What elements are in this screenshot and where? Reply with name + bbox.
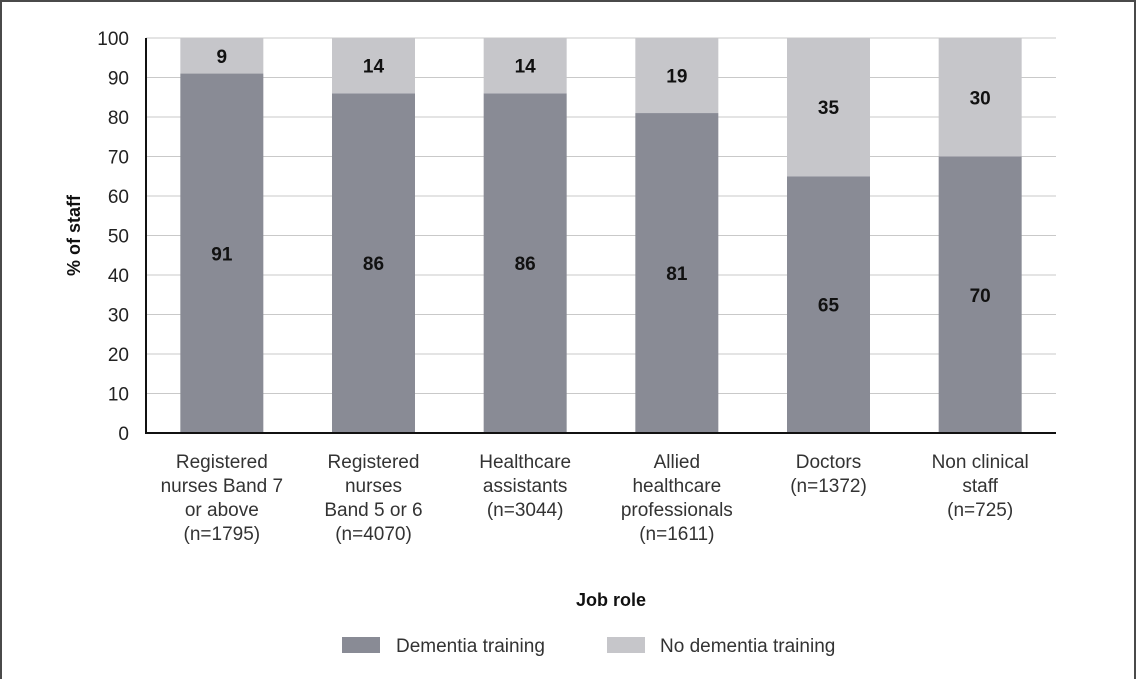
bar-segment-no-dementia-training: [180, 38, 264, 74]
x-category-labels: Registered nurses Band 7 or above (n=1795) R…: [161, 452, 1029, 545]
data-label: 14: [515, 57, 537, 78]
bar-segment-no-dementia-training: [635, 38, 719, 114]
legend-swatch-dementia-training: [342, 637, 380, 653]
y-tick-labels: 0 10 20 30 40 50 60 70 80 90 100: [97, 29, 129, 445]
y-tick-label: 90: [108, 69, 129, 90]
bar-segment-dementia-training: [635, 113, 719, 434]
x-category-label: Registered nurses Band 7 or above (n=1795): [161, 452, 284, 545]
data-label: 86: [515, 254, 536, 275]
y-tick-label: 30: [108, 306, 129, 327]
y-tick-label: 100: [97, 29, 129, 50]
legend-label-no-dementia-training: No dementia training: [660, 636, 835, 657]
x-category-label: Registered nurses Band 5 or 6 (n=4070): [324, 452, 422, 545]
y-tick-label: 0: [118, 424, 129, 445]
legend-label-dementia-training: Dementia training: [396, 636, 545, 657]
data-label: 14: [363, 57, 385, 78]
bar-segment-dementia-training: [787, 176, 870, 433]
data-label: 9: [217, 47, 228, 68]
x-axis-title: Job role: [576, 590, 646, 610]
y-tick-label: 70: [108, 148, 129, 169]
legend-swatch-no-dementia-training: [607, 637, 645, 653]
bar-segment-no-dementia-training: [787, 38, 870, 177]
x-category-label: Non clinical staff (n=725): [932, 452, 1029, 521]
data-label: 30: [970, 88, 991, 109]
data-label: 35: [818, 98, 840, 119]
bar-segment-no-dementia-training: [332, 38, 415, 94]
bar-segment-no-dementia-training: [938, 38, 1022, 157]
y-tick-label: 20: [108, 345, 129, 366]
x-category-label: Doctors (n=1372): [790, 452, 867, 497]
y-tick-label: 80: [108, 108, 129, 129]
data-label: 86: [363, 254, 384, 275]
axes: [145, 38, 1056, 434]
gridlines: [146, 37, 1056, 394]
y-axis-title: % of staff: [64, 194, 84, 276]
data-label: 65: [818, 296, 840, 317]
x-category-label: Healthcare assistants (n=3044): [479, 452, 571, 521]
y-tick-label: 40: [108, 266, 129, 287]
data-label: 91: [211, 244, 233, 265]
x-category-label: Allied healthcare professionals (n=1611): [621, 452, 733, 545]
bars: 91 9 86 14 86 14 81 19 65 35 70 30: [180, 38, 1022, 434]
bar-segment-dementia-training: [180, 73, 264, 434]
y-tick-label: 60: [108, 187, 129, 208]
y-tick-label: 50: [108, 227, 129, 248]
bar-segment-no-dementia-training: [483, 38, 567, 94]
bar-segment-dementia-training: [938, 156, 1022, 433]
data-label: 70: [970, 286, 991, 307]
legend: Dementia training No dementia training: [342, 636, 835, 657]
data-label: 81: [666, 264, 688, 285]
bar-segment-dementia-training: [483, 93, 567, 434]
data-label: 19: [666, 67, 687, 88]
y-tick-label: 10: [108, 385, 129, 406]
bar-segment-dementia-training: [332, 93, 415, 434]
